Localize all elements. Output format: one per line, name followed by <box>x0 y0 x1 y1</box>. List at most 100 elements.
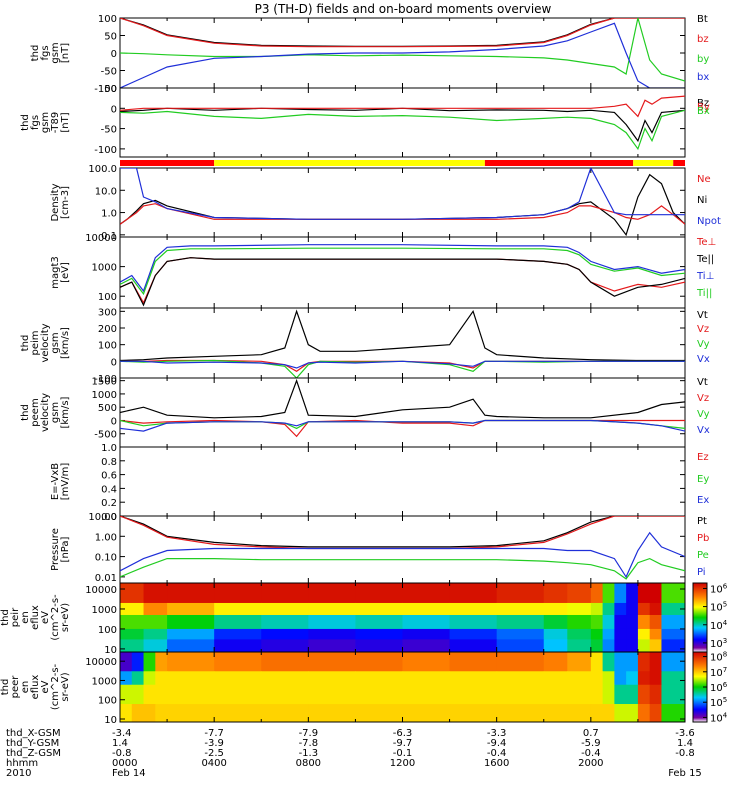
peem_vel-ylabel: gsm <box>50 402 61 423</box>
density-ytick-label: 1.0 <box>101 209 117 220</box>
peir_eflux-cell <box>637 628 651 640</box>
peir_eflux-cell <box>590 602 604 616</box>
peir_eflux-cell <box>590 628 604 640</box>
peir_eflux-cell <box>637 602 651 616</box>
fgs_hr-ytick-label: -50 <box>101 125 117 136</box>
peir_eflux-cell <box>167 628 215 640</box>
peir_eflux-cell <box>614 583 627 604</box>
peer_eflux-cell <box>449 671 498 686</box>
peir_eflux-cell <box>496 602 545 616</box>
peem_vel-series-Vz <box>120 419 685 438</box>
peer_eflux-cell <box>496 671 545 686</box>
peem_vel-series-Vt <box>120 378 685 419</box>
orbit-value: Feb 14 <box>112 768 146 779</box>
fgs-ylabel: gsm <box>50 42 61 63</box>
peer_eflux-cell <box>614 671 627 686</box>
peem_vel-legend-2: Vy <box>697 409 710 420</box>
peim_vel-legend-2: Vy <box>697 339 710 350</box>
peem_vel-ytick-label: 0 <box>111 416 117 427</box>
peir_eflux-cell <box>614 639 627 653</box>
peir_eflux-ylabel: eV <box>40 611 51 624</box>
peer_eflux-cell <box>614 684 627 705</box>
orbit-value: 1.4 <box>112 738 128 749</box>
peir_eflux-cell <box>649 628 662 640</box>
peir_eflux-cell <box>167 583 215 604</box>
pressure-ytick-label: 1.00 <box>95 532 117 543</box>
temp-legend-0: Te⊥ <box>696 237 716 248</box>
peir_eflux-cell <box>637 614 651 630</box>
peir_eflux-cell <box>661 583 686 604</box>
peem_vel-ylabel: [km/s] <box>60 396 71 428</box>
state-segment-1 <box>214 160 485 166</box>
peim_vel-ytick-label: 0 <box>111 357 117 368</box>
peer_eflux-cell <box>637 652 651 672</box>
peer_eflux-cell <box>661 684 686 705</box>
peim_vel-series-Vy <box>120 359 685 378</box>
peir_eflux-ytick-label: 1000 <box>92 605 117 616</box>
peir_eflux-cell <box>143 583 168 604</box>
peir_eflux-cell <box>637 583 651 604</box>
state-segment-0 <box>120 160 215 166</box>
efield-legend-0: Ez <box>697 452 709 463</box>
efield-frame <box>119 446 686 517</box>
peer_eflux-cell <box>120 671 133 686</box>
peir_eflux-cell <box>614 602 627 616</box>
temp-ytick-label: 100 <box>98 292 117 303</box>
peir_eflux-cell <box>626 639 639 653</box>
peer_eflux-cell <box>602 684 615 705</box>
peir_eflux-cell <box>567 602 592 616</box>
peer_eflux-ytick-label: 1000 <box>92 676 117 687</box>
peir_eflux-cell <box>649 602 662 616</box>
peer_eflux-cell <box>402 652 451 672</box>
peir_eflux-cell <box>567 628 592 640</box>
peem_vel-ytick-label: 1000 <box>92 390 117 401</box>
peer_eflux-cell <box>155 684 168 705</box>
orbit-value: -7.7 <box>204 728 224 739</box>
peer_eflux-cell <box>543 652 568 672</box>
peir_eflux-cell <box>402 614 451 630</box>
orbit-value: -1.3 <box>299 748 319 759</box>
peer_eflux-cell <box>214 704 262 723</box>
orbit-value: -3.4 <box>112 728 132 739</box>
peer_eflux-cell <box>131 684 145 705</box>
peim_vel-ylabel: thd <box>20 335 31 352</box>
orbit-value: -2.5 <box>204 748 224 759</box>
peim_vel-legend-1: Vz <box>697 324 709 335</box>
peim_vel-ytick-label: 300 <box>98 307 117 318</box>
peir_eflux-cell <box>143 614 168 630</box>
peir_eflux-cell <box>637 639 651 653</box>
peim_vel-ylabel: [km/s] <box>60 327 71 359</box>
peem_vel-ylabel: thd <box>20 404 31 421</box>
peer_eflux-cell <box>402 684 451 705</box>
peir_eflux-cell <box>614 614 627 630</box>
peer_eflux-cell <box>167 652 215 672</box>
peim_vel-legend-0: Vt <box>697 310 708 321</box>
efield-legend-1: Ey <box>697 474 709 485</box>
fgs_hr-frame <box>119 87 686 158</box>
peir_eflux-cell <box>626 614 639 630</box>
temp-ylabel: [eV] <box>60 262 71 283</box>
peer_eflux-cell <box>449 652 498 672</box>
peir_eflux-cell <box>649 639 662 653</box>
orbit-value: 1.4 <box>677 738 693 749</box>
peir_eflux-cell <box>449 583 498 604</box>
peir_eflux-cell <box>308 614 356 630</box>
peir_eflux-cell <box>496 628 545 640</box>
peir_eflux-ylabel: sr-eV) <box>60 603 71 632</box>
peer_eflux-cell <box>120 652 133 672</box>
density-series-Npot <box>120 168 685 220</box>
pressure-series-Pe <box>120 557 685 580</box>
peer_eflux-cell <box>637 704 651 723</box>
peir_eflux-cell <box>626 602 639 616</box>
peer_eflux-cell <box>543 671 568 686</box>
orbit-value: 1200 <box>390 758 415 769</box>
orbit-value: -3.3 <box>487 728 507 739</box>
peer_eflux-cell <box>308 684 356 705</box>
peer_eflux-cell <box>355 671 403 686</box>
peer_eflux-cell <box>661 671 686 686</box>
orbit-row-label: 2010 <box>6 768 31 779</box>
peir_eflux-cell <box>626 628 639 640</box>
peir_eflux-cell <box>261 614 309 630</box>
orbit-value: -7.9 <box>299 728 319 739</box>
